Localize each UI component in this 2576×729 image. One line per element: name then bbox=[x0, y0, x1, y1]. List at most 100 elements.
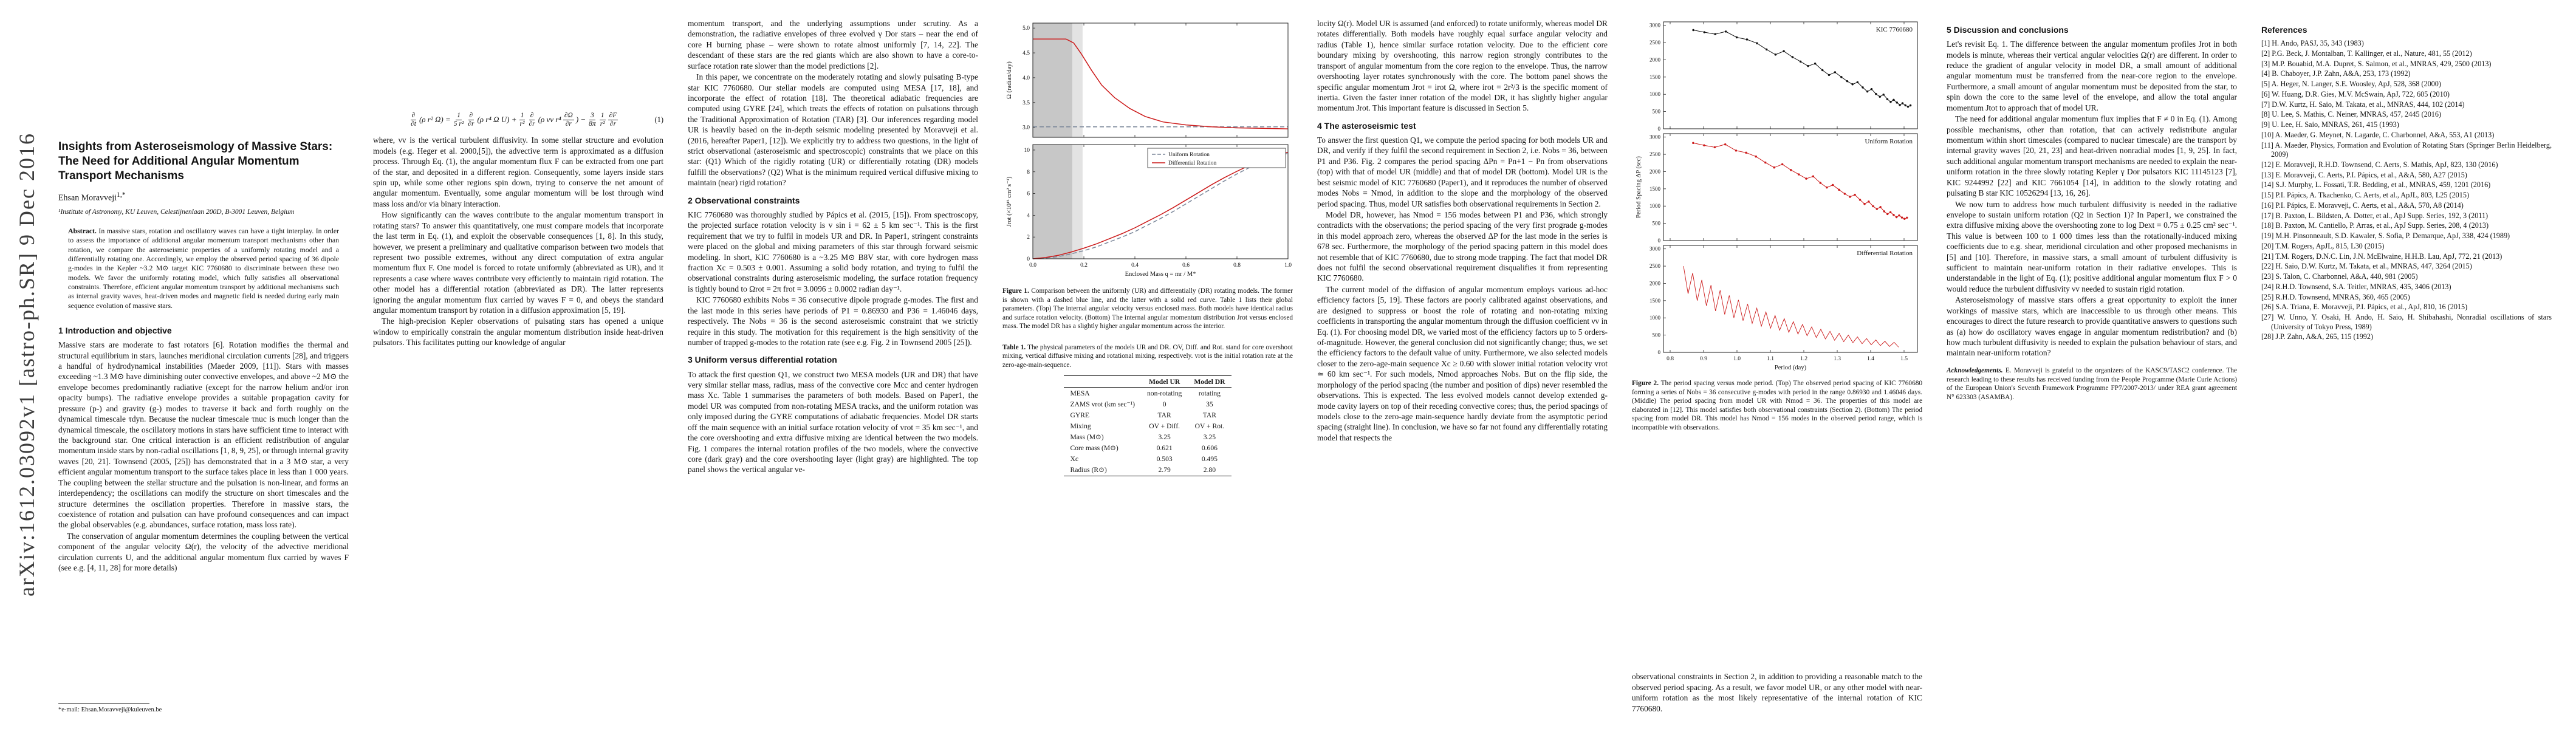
paragraph: The need for additional angular momentum… bbox=[1947, 114, 2237, 198]
equation-fraction: 3 8π bbox=[589, 112, 596, 128]
table-cell: Mass (M⊙) bbox=[1070, 433, 1104, 441]
reference-item: [4] B. Chaboyer, J.P. Zahn, A&A, 253, 17… bbox=[2261, 69, 2411, 78]
abstract-label: Abstract. bbox=[68, 227, 97, 236]
paper-title: Insights from Asteroseismology of Massiv… bbox=[58, 140, 333, 182]
equation-body: ∂ ∂t (ρ r² Ω) = 1 5 r² ∂ ∂r (ρ r⁴ Ω U) +1 r² ∂ ∂r(… bbox=[373, 112, 654, 128]
arxiv-banner: arXiv:1612.03092v1 [astro-ph.SR] 9 Dec 2… bbox=[0, 0, 53, 729]
table-cell: 3.25 bbox=[1203, 433, 1216, 441]
svg-text:Period (day): Period (day) bbox=[1775, 364, 1807, 371]
column-constraints: momentum transport, and the underlying a… bbox=[688, 18, 978, 714]
svg-text:10: 10 bbox=[1024, 148, 1030, 154]
abstract-text: In massive stars, rotation and oscillato… bbox=[68, 227, 339, 310]
figure-2: 0 500 1000 1500 2000 2500 3000 KIC 7760680 0 500 1… bbox=[1632, 18, 1922, 432]
table-row: Core mass (M⊙) 0.621 0.606 bbox=[1064, 442, 1231, 453]
paragraph: To attack the first question Q1, we cons… bbox=[688, 369, 978, 474]
svg-text:Period Spacing ΔP (sec): Period Spacing ΔP (sec) bbox=[1636, 156, 1642, 218]
equation-term: (ρ r² Ω) = bbox=[419, 114, 451, 124]
acknowledgements-text: E. Moravveji is grateful to the organize… bbox=[1947, 366, 2237, 401]
table-cell: 0.606 bbox=[1201, 443, 1218, 452]
table-row: Radius (R⊙) 2.79 2.80 bbox=[1064, 465, 1231, 476]
svg-text:1500: 1500 bbox=[1649, 298, 1661, 304]
column-discussion: 5 Discussion and conclusions Let's revis… bbox=[1947, 18, 2237, 714]
arxiv-banner-text: arXiv:1612.03092v1 [astro-ph.SR] 9 Dec 2… bbox=[15, 132, 39, 597]
svg-text:2500: 2500 bbox=[1649, 263, 1661, 269]
paragraph: How significantly can the waves contribu… bbox=[373, 210, 663, 315]
table-cell: non-rotating bbox=[1147, 389, 1182, 397]
figure-1: 3.0 3.5 4.0 4.5 5.0 Ω (radian/day) 0 2 4 6 8 10 0.0 0… bbox=[1002, 18, 1293, 331]
table-row: ZAMS vrot (km sec⁻¹) 0 35 bbox=[1064, 399, 1231, 409]
reference-item: [8] U. Lee, S. Mathis, C. Neiner, MNRAS,… bbox=[2261, 110, 2442, 119]
author-line: Ehsan Moravveji1,* bbox=[58, 190, 349, 204]
reference-item: [1] H. Ando, PASJ, 35, 343 (1983) bbox=[2261, 39, 2364, 48]
table-cell: ZAMS vrot (km sec⁻¹) bbox=[1070, 400, 1135, 408]
section-heading-asteroseismic-test: 4 The asteroseismic test bbox=[1317, 120, 1416, 131]
svg-text:1500: 1500 bbox=[1649, 74, 1661, 80]
figure-1-caption: Figure 1. Comparison between the uniform… bbox=[1002, 287, 1293, 330]
svg-text:0: 0 bbox=[1658, 238, 1661, 244]
figure-2-caption: Figure 2. The period spacing versus mode… bbox=[1632, 379, 1922, 432]
table-cell: 35 bbox=[1206, 400, 1213, 408]
column-figure1-table1: 3.0 3.5 4.0 4.5 5.0 Ω (radian/day) 0 2 4 6 8 10 0.0 0… bbox=[1002, 18, 1293, 714]
reference-item: [6] W. Huang, D.R. Gies, M.V. McSwain, A… bbox=[2261, 89, 2450, 98]
column-equation: ∂ ∂t (ρ r² Ω) = 1 5 r² ∂ ∂r (ρ r⁴ Ω U) +1 r² ∂ ∂r(… bbox=[373, 18, 663, 714]
paragraph: Massive stars are moderate to fast rotat… bbox=[58, 340, 349, 530]
svg-text:Enclosed Mass q = mr / M*: Enclosed Mass q = mr / M* bbox=[1125, 271, 1196, 278]
svg-text:Jrot (×10¹⁵ cm² s⁻¹): Jrot (×10¹⁵ cm² s⁻¹) bbox=[1006, 176, 1013, 227]
spacer bbox=[1632, 440, 1922, 671]
svg-text:3000: 3000 bbox=[1649, 22, 1661, 29]
svg-text:5.0: 5.0 bbox=[1023, 26, 1030, 32]
svg-text:1.3: 1.3 bbox=[1834, 356, 1841, 362]
svg-text:0: 0 bbox=[1027, 256, 1030, 262]
equation-fraction: 1 r² bbox=[519, 112, 526, 128]
abstract-block: Abstract. In massive stars, rotation and… bbox=[68, 227, 339, 310]
svg-text:0.4: 0.4 bbox=[1131, 262, 1139, 269]
figure-2-caption-text: The period spacing versus mode period. (… bbox=[1632, 380, 1922, 431]
svg-text:6: 6 bbox=[1027, 191, 1030, 197]
table-cell: TAR bbox=[1202, 411, 1217, 419]
svg-text:1000: 1000 bbox=[1649, 315, 1661, 321]
table-row: MESA non-rotating rotating bbox=[1064, 388, 1231, 399]
paragraph: momentum transport, and the underlying a… bbox=[688, 19, 978, 70]
paragraph: The high-precision Kepler observations o… bbox=[373, 317, 663, 347]
figure-1-caption-text: Comparison between the uniformly (UR) an… bbox=[1002, 287, 1293, 330]
svg-text:Differential Rotation: Differential Rotation bbox=[1857, 250, 1913, 257]
svg-text:1.0: 1.0 bbox=[1733, 356, 1741, 362]
svg-text:2000: 2000 bbox=[1649, 280, 1661, 286]
svg-text:Ω (radian/day): Ω (radian/day) bbox=[1006, 61, 1013, 99]
column-title-intro: Insights from Asteroseismology of Massiv… bbox=[58, 18, 349, 714]
svg-text:0.8: 0.8 bbox=[1667, 356, 1674, 362]
reference-list: [1] H. Ando, PASJ, 35, 343 (1983) [2] P.G… bbox=[2261, 39, 2552, 343]
author-affiliation-marker: 1,* bbox=[117, 191, 126, 199]
figure-1-caption-label: Figure 1. bbox=[1002, 287, 1029, 295]
svg-text:0.9: 0.9 bbox=[1700, 356, 1707, 362]
table-cell: 0.503 bbox=[1156, 454, 1173, 463]
paragraph: locity Ω(r). Model UR is assumed (and en… bbox=[1317, 19, 1608, 113]
table-cell: 0.495 bbox=[1201, 454, 1218, 463]
author-name: Ehsan Moravveji bbox=[58, 193, 117, 203]
paragraph: Let's revisit Eq. 1. The difference betw… bbox=[1947, 39, 2237, 112]
footnote-email: *e-mail: Ehsan.Moravveji@kuleuven.be bbox=[58, 702, 349, 714]
reference-item: [21] T.M. Rogers, D.N.C. Lin, J.N. McElw… bbox=[2261, 252, 2502, 261]
svg-text:3000: 3000 bbox=[1649, 134, 1661, 140]
equation-fraction: ∂ ∂r bbox=[529, 112, 535, 128]
equation-term: ) − bbox=[575, 114, 586, 124]
table-row: Mass (M⊙) 3.25 3.25 bbox=[1064, 431, 1231, 442]
svg-text:0.0: 0.0 bbox=[1029, 262, 1036, 269]
reference-item: [10] A. Maeder, G. Meynet, N. Lagarde, C… bbox=[2261, 130, 2495, 139]
svg-text:1.4: 1.4 bbox=[1867, 356, 1874, 362]
svg-text:KIC 7760680: KIC 7760680 bbox=[1876, 26, 1913, 33]
section-heading-discussion: 5 Discussion and conclusions bbox=[1947, 25, 2069, 35]
table-cell: 2.80 bbox=[1203, 466, 1216, 474]
paragraph: Model DR, however, has Nmod = 156 modes … bbox=[1317, 210, 1608, 283]
table-cell: Core mass (M⊙) bbox=[1070, 443, 1118, 452]
table-cell: GYRE bbox=[1070, 411, 1090, 419]
table-1-caption-text: The physical parameters of the models UR… bbox=[1002, 343, 1293, 369]
svg-text:0: 0 bbox=[1658, 349, 1661, 355]
table-cell: rotating bbox=[1198, 389, 1221, 397]
svg-text:500: 500 bbox=[1653, 221, 1661, 227]
equation-fraction: ∂Ω ∂r bbox=[563, 112, 574, 128]
equation-fraction: ∂ ∂t bbox=[410, 112, 417, 128]
figure-2-plot: 0 500 1000 1500 2000 2500 3000 KIC 7760680 0 500 1… bbox=[1636, 21, 1918, 371]
